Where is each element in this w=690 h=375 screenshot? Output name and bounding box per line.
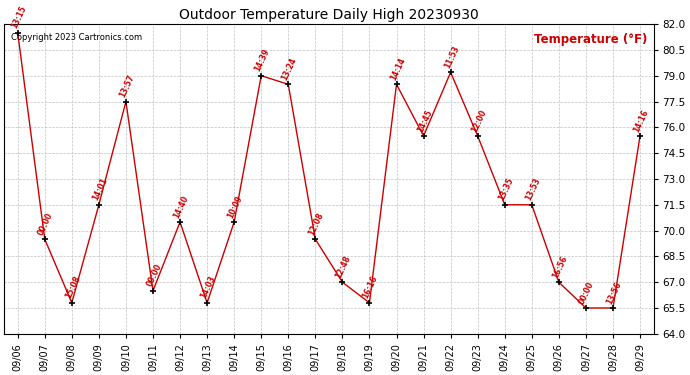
Text: 14:45: 14:45 — [415, 108, 434, 134]
Text: 12:00: 12:00 — [469, 108, 488, 134]
Text: Copyright 2023 Cartronics.com: Copyright 2023 Cartronics.com — [10, 33, 141, 42]
Text: 16:56: 16:56 — [551, 254, 569, 280]
Text: 13:35: 13:35 — [497, 177, 515, 202]
Title: Outdoor Temperature Daily High 20230930: Outdoor Temperature Daily High 20230930 — [179, 8, 479, 21]
Text: 00:00: 00:00 — [145, 262, 163, 288]
Text: 13:53: 13:53 — [524, 177, 542, 202]
Text: 11:53: 11:53 — [442, 44, 461, 70]
Text: 12:48: 12:48 — [334, 254, 353, 280]
Text: 13:24: 13:24 — [280, 56, 299, 82]
Text: 14:39: 14:39 — [253, 48, 271, 73]
Text: 14:01: 14:01 — [90, 177, 109, 202]
Text: 00:00: 00:00 — [37, 211, 55, 237]
Text: 14:16: 14:16 — [632, 108, 650, 134]
Text: 14:40: 14:40 — [172, 194, 190, 219]
Text: 13:57: 13:57 — [118, 73, 136, 99]
Text: 14:03: 14:03 — [199, 274, 217, 300]
Text: 10:09: 10:09 — [226, 194, 244, 219]
Text: 16:16: 16:16 — [362, 274, 380, 300]
Text: 00:00: 00:00 — [578, 280, 596, 305]
Text: 15:08: 15:08 — [63, 274, 82, 300]
Text: 14:14: 14:14 — [388, 56, 406, 82]
Text: 12:08: 12:08 — [307, 211, 326, 237]
Text: Temperature (°F): Temperature (°F) — [533, 33, 647, 46]
Text: 13:15: 13:15 — [10, 4, 28, 30]
Text: 13:56: 13:56 — [605, 280, 623, 305]
